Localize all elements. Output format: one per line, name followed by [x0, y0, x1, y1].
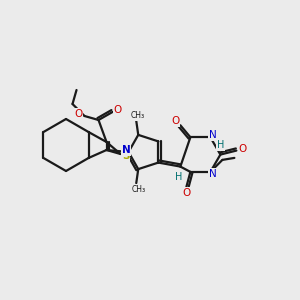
Text: CH₃: CH₃ — [131, 184, 145, 194]
Text: N: N — [208, 169, 216, 179]
Text: N: N — [122, 145, 131, 155]
Text: O: O — [113, 105, 122, 115]
Text: CH₃: CH₃ — [130, 111, 144, 120]
Text: N: N — [208, 130, 216, 140]
Text: O: O — [74, 109, 83, 119]
Text: H: H — [175, 172, 182, 182]
Text: S: S — [122, 151, 129, 161]
Text: O: O — [182, 188, 190, 198]
Text: O: O — [238, 144, 247, 154]
Text: H: H — [217, 140, 224, 150]
Text: O: O — [171, 116, 179, 126]
